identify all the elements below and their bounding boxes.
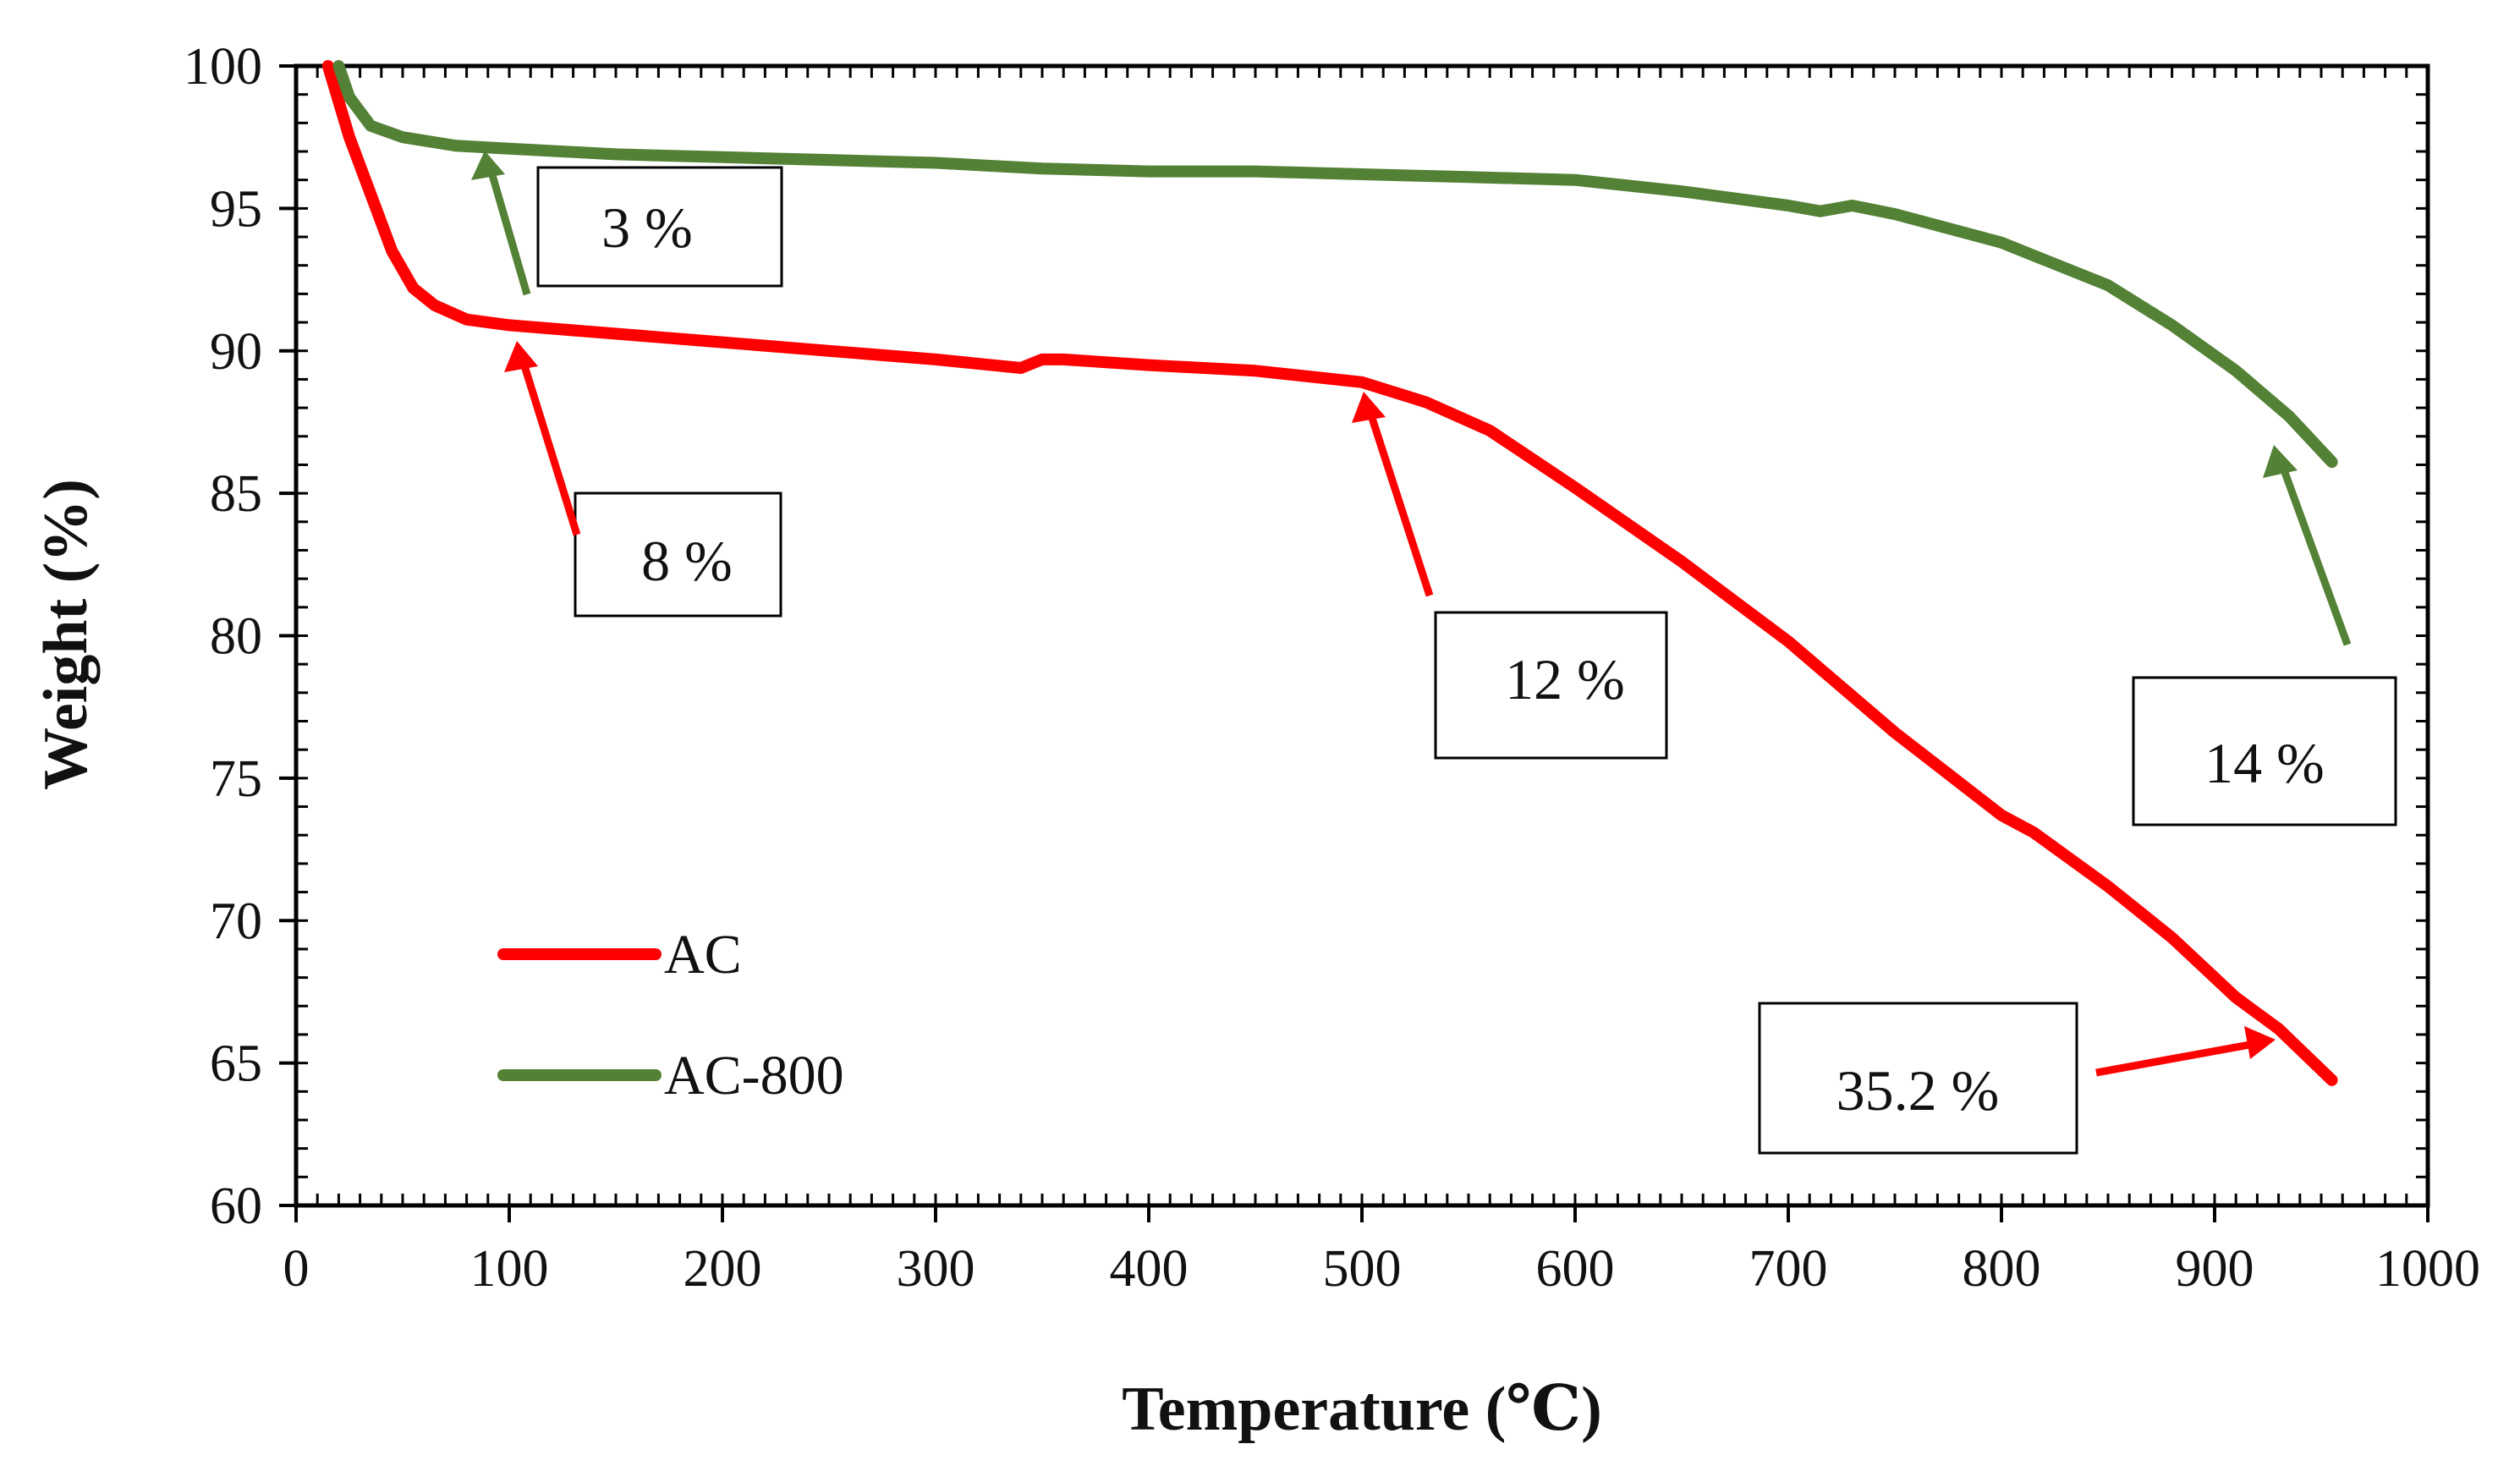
- series-ac800-line: [332, 60, 2338, 469]
- annotation-8pct-arrowhead: [504, 341, 538, 372]
- x-tick-label: 200: [684, 1240, 762, 1298]
- annotation-12pct-label: 12 %: [1505, 647, 1625, 711]
- y-tick-label: 65: [210, 1035, 262, 1093]
- y-tick-label: 100: [184, 38, 262, 96]
- y-tick-label: 95: [210, 180, 262, 238]
- annotation-3pct-arrowhead: [471, 151, 505, 180]
- annotation-8pct: 8 %: [504, 341, 782, 618]
- annotation-3pct-label: 3 %: [601, 195, 693, 260]
- annotation-12pct-arrowhead: [1352, 392, 1386, 423]
- annotation-3pct: 3 %: [471, 151, 783, 296]
- annotation-3pct-arrow: [486, 167, 531, 296]
- x-tick-label: 700: [1749, 1240, 1828, 1298]
- major-ticks: [279, 64, 2429, 1222]
- y-tick-label: 70: [210, 892, 262, 950]
- annotation-8pct-arrow: [519, 359, 581, 536]
- x-tick-label: 800: [1963, 1240, 2041, 1298]
- x-tick-label: 400: [1110, 1240, 1189, 1298]
- annotation-12pct: 12 %: [1352, 392, 1668, 760]
- annotation-35pct-arrow: [2095, 1040, 2255, 1077]
- y-tick-label: 85: [210, 465, 262, 523]
- y-tick-label: 75: [210, 750, 262, 808]
- y-tick-label: 90: [210, 323, 262, 381]
- x-tick-label: 300: [897, 1240, 975, 1298]
- x-tick-label: 500: [1323, 1240, 1402, 1298]
- annotation-14pct-box: [2132, 676, 2397, 826]
- legend-ac-label: AC: [664, 924, 742, 986]
- x-tick-label: 0: [283, 1240, 310, 1298]
- legend-ac800-label: AC-800: [664, 1045, 844, 1106]
- y-tick-label: 60: [210, 1178, 262, 1235]
- series-ac-line: [321, 60, 2338, 1086]
- annotation-35pct: 35.2 %: [1758, 1002, 2276, 1155]
- annotation-12pct-box: [1434, 611, 1668, 760]
- annotation-8pct-label: 8 %: [641, 529, 733, 593]
- annotation-35pct-label: 35.2 %: [1836, 1058, 2000, 1123]
- annotation-14pct: 14 %: [2132, 445, 2397, 826]
- x-tick-label: 900: [2176, 1240, 2254, 1298]
- x-tick-labels: 0 100 200 300 400 500 600 700 800 900 1000: [283, 1240, 2481, 1298]
- annotation-3pct-box: [536, 166, 783, 288]
- y-axis-title: Weight (%): [31, 479, 101, 790]
- annotation-14pct-label: 14 %: [2204, 731, 2325, 795]
- annotation-14pct-arrow: [2278, 464, 2352, 646]
- annotation-14pct-arrowhead: [2263, 445, 2298, 478]
- plot-frame: [294, 63, 2430, 1208]
- annotation-35pct-box: [1758, 1002, 2078, 1155]
- legend: AC AC-800: [497, 924, 844, 1106]
- y-tick-label: 80: [210, 608, 262, 666]
- annotation-35pct-arrowhead: [2244, 1026, 2276, 1059]
- annotation-8pct-box: [574, 491, 782, 618]
- y-tick-labels: 60 65 70 75 80 85 90 95 100: [184, 38, 262, 1235]
- x-axis-title: Temperature (℃): [1122, 1375, 1602, 1444]
- annotation-12pct-arrow: [1366, 411, 1434, 597]
- x-tick-label: 1000: [2375, 1240, 2480, 1298]
- x-tick-label: 600: [1536, 1240, 1615, 1298]
- x-tick-label: 100: [470, 1240, 549, 1298]
